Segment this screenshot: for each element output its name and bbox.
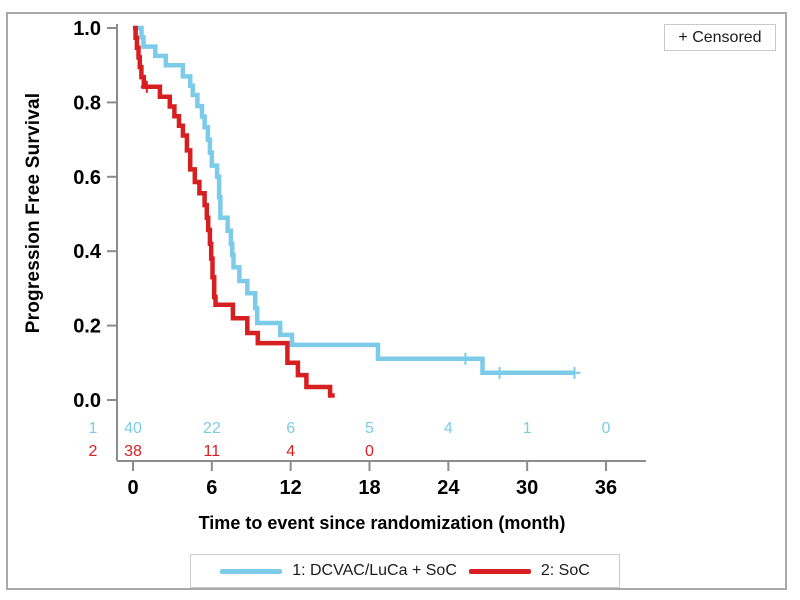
at-risk-count: 11 [204, 443, 221, 460]
legend-line-swatch-soc [468, 568, 531, 574]
y-tick-label: 0.2 [73, 316, 101, 338]
at-risk-count: 4 [444, 420, 453, 437]
at-risk-row-label: 2 [89, 443, 98, 460]
censor-mark-1 [493, 366, 506, 379]
at-risk-count: 0 [602, 420, 611, 437]
at-risk-row-label: 1 [89, 420, 98, 437]
at-risk-count: 40 [124, 420, 142, 437]
x-axis-title: Time to event since randomization (month… [198, 513, 566, 533]
y-tick-label: 0.8 [73, 92, 101, 114]
legend-line-swatch-dcvac [220, 568, 283, 574]
at-risk-count: 38 [124, 443, 142, 460]
x-tick-label: 6 [206, 477, 217, 499]
survival-curve-2 [133, 25, 335, 398]
censor-mark-1 [568, 366, 581, 379]
legend-item-dcvac: 1: DCVAC/LuCa + SoC [220, 562, 457, 580]
x-tick-label: 12 [280, 477, 302, 499]
y-axis-title: Progression Free Survival [23, 92, 44, 334]
x-tick-label: 36 [595, 477, 617, 499]
x-tick-label: 18 [358, 477, 380, 499]
survival-curve-1 [133, 25, 575, 376]
x-tick-label: 24 [437, 477, 460, 499]
y-tick-label: 0.0 [73, 390, 101, 412]
at-risk-count: 1 [523, 420, 532, 437]
censor-mark-1 [459, 352, 472, 365]
legend-label-dcvac: 1: DCVAC/LuCa + SoC [292, 562, 457, 579]
at-risk-count: 5 [365, 420, 374, 437]
censored-label: + Censored [678, 28, 762, 46]
at-risk-count: 22 [203, 420, 221, 437]
series-legend-box: 1: DCVAC/LuCa + SoC 2: SoC [190, 554, 620, 588]
legend-label-soc: 2: SoC [540, 562, 590, 579]
legend-item-soc: 2: SoC [468, 562, 590, 580]
censored-legend-box: + Censored [664, 24, 776, 51]
y-tick-label: 0.4 [73, 241, 102, 263]
x-tick-label: 0 [127, 477, 138, 499]
figure-border-frame [6, 12, 787, 590]
at-risk-count: 4 [286, 443, 295, 460]
y-tick-label: 0.6 [73, 167, 101, 189]
at-risk-count: 6 [286, 420, 295, 437]
y-tick-label: 1.0 [73, 18, 101, 40]
x-tick-label: 30 [516, 477, 538, 499]
at-risk-count: 0 [365, 443, 374, 460]
censor-mark-2 [140, 80, 153, 93]
